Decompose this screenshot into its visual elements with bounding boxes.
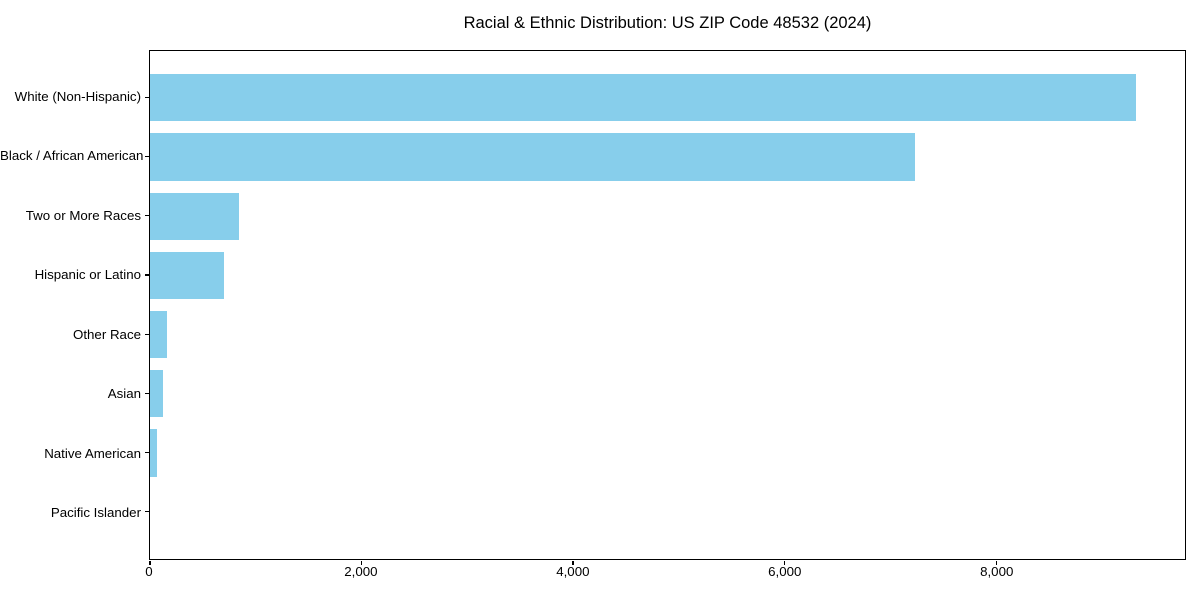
y-axis-tick	[145, 452, 149, 454]
y-axis-tick	[145, 155, 149, 158]
y-axis-label-black-african-american: Black / African American	[0, 148, 144, 164]
bar-asian	[150, 370, 164, 418]
chart-title: Racial & Ethnic Distribution: US ZIP Cod…	[463, 14, 872, 32]
bar-black-african-american	[150, 133, 915, 181]
y-axis-tick	[145, 96, 149, 98]
y-axis-tick	[145, 274, 149, 276]
x-axis-labels: 0 2,000 4,000 6,000 8,000	[145, 563, 1186, 583]
y-axis-tick	[145, 215, 149, 217]
x-axis-label-2-000: 2,000	[344, 564, 378, 579]
x-axis-label-6-000: 6,000	[768, 564, 802, 579]
y-axis-label-hispanic-or-latino: Hispanic or Latino	[34, 267, 141, 283]
x-axis-label-8-000: 8,000	[980, 564, 1014, 579]
y-axis-tick	[145, 392, 149, 394]
y-axis-labels: White (Non-Hispanic) Black / African Amer…	[0, 50, 144, 560]
y-axis-tick	[145, 511, 149, 513]
y-axis-label-native-american: Native American	[44, 445, 141, 461]
y-axis-label-other-race: Other Race	[73, 326, 141, 342]
x-axis-tick	[572, 561, 574, 565]
x-axis-tick	[783, 561, 786, 565]
bar-white-non-hispanic	[150, 74, 1136, 122]
plot-area	[145, 50, 1186, 565]
y-axis-label-asian: Asian	[107, 386, 141, 402]
x-axis-tick	[360, 561, 363, 565]
bar-native-american	[150, 429, 157, 477]
y-axis-label-white-non-hispanic: White (Non-Hispanic)	[14, 88, 141, 104]
bar-two-or-more-races	[150, 192, 240, 240]
y-axis-label-pacific-islander: Pacific Islander	[50, 505, 141, 521]
x-axis-tick	[149, 561, 151, 565]
y-axis-tick	[145, 333, 149, 335]
x-axis-label-4-000: 4,000	[556, 564, 590, 579]
x-axis-label-0: 0	[145, 564, 153, 579]
x-axis-tick	[995, 561, 997, 565]
y-axis-label-two-or-more-races: Two or More Races	[25, 207, 141, 223]
bar-other-race	[150, 310, 167, 359]
bar-hispanic-or-latino	[150, 251, 224, 300]
